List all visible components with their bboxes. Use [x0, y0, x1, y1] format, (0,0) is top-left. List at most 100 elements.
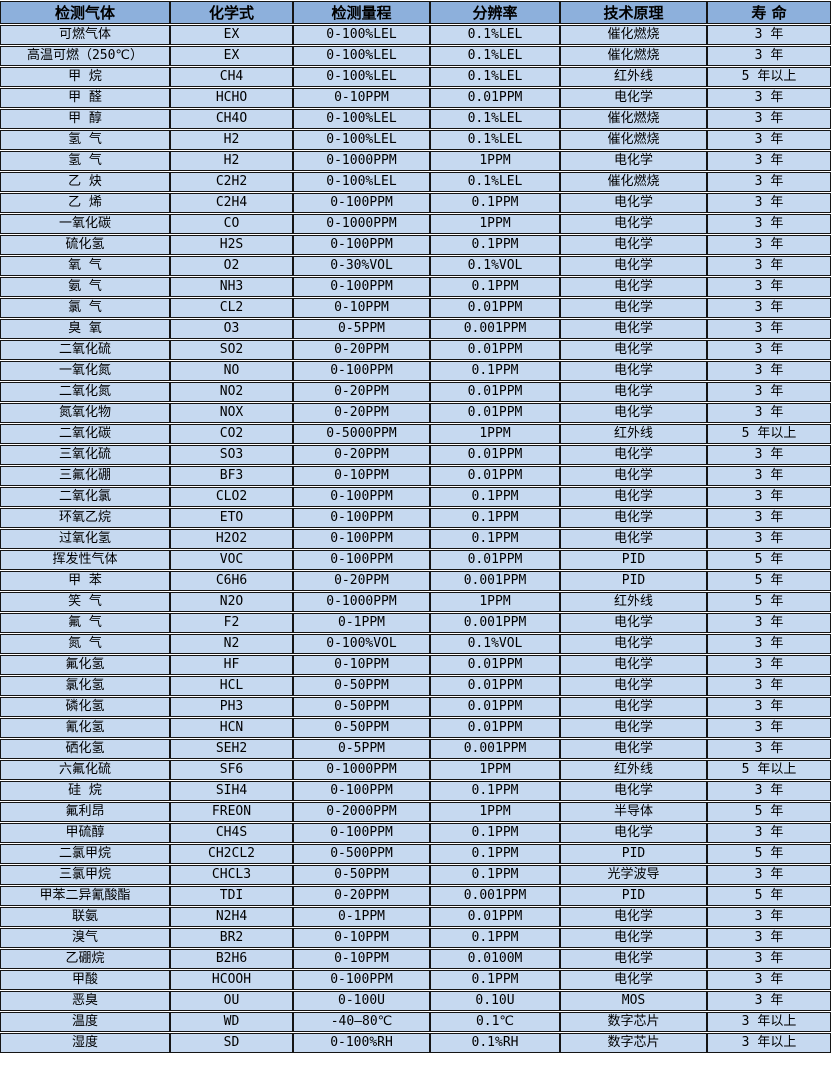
cell-gas: 一氧化碳 — [0, 214, 170, 234]
table-row: 硫化氢 H2S 0-100PPM 0.1PPM 电化学 3 年 — [0, 235, 831, 255]
cell-formula: VOC — [170, 550, 293, 570]
cell-resolution: 0.1%LEL — [430, 46, 560, 66]
cell-lifespan: 3 年 — [707, 88, 831, 108]
cell-lifespan: 3 年 — [707, 823, 831, 843]
table-row: 磷化氢 PH3 0-50PPM 0.01PPM 电化学 3 年 — [0, 697, 831, 717]
cell-formula: TDI — [170, 886, 293, 906]
cell-range: 0-50PPM — [293, 697, 430, 717]
cell-lifespan: 3 年 — [707, 613, 831, 633]
cell-principle: 红外线 — [560, 67, 707, 87]
cell-range: 0-100%VOL — [293, 634, 430, 654]
cell-resolution: 0.1PPM — [430, 361, 560, 381]
cell-range: 0-50PPM — [293, 865, 430, 885]
cell-range: 0-20PPM — [293, 403, 430, 423]
cell-principle: 电化学 — [560, 214, 707, 234]
cell-gas: 氧 气 — [0, 256, 170, 276]
cell-resolution: 0.1%LEL — [430, 172, 560, 192]
cell-principle: 电化学 — [560, 151, 707, 171]
cell-formula: H2O2 — [170, 529, 293, 549]
cell-lifespan: 5 年以上 — [707, 424, 831, 444]
cell-resolution: 0.1PPM — [430, 844, 560, 864]
table-row: 氟 气 F2 0-1PPM 0.001PPM 电化学 3 年 — [0, 613, 831, 633]
cell-gas: 温度 — [0, 1012, 170, 1032]
cell-principle: 电化学 — [560, 529, 707, 549]
cell-range: 0-10PPM — [293, 949, 430, 969]
cell-resolution: 1PPM — [430, 592, 560, 612]
cell-resolution: 0.01PPM — [430, 676, 560, 696]
cell-resolution: 1PPM — [430, 151, 560, 171]
cell-range: 0-1000PPM — [293, 151, 430, 171]
cell-resolution: 0.1PPM — [430, 235, 560, 255]
cell-range: 0-2000PPM — [293, 802, 430, 822]
cell-gas: 氮 气 — [0, 634, 170, 654]
cell-formula: CL2 — [170, 298, 293, 318]
cell-principle: 电化学 — [560, 319, 707, 339]
cell-range: 0-500PPM — [293, 844, 430, 864]
cell-resolution: 0.001PPM — [430, 571, 560, 591]
cell-gas: 联氨 — [0, 907, 170, 927]
cell-gas: 硅 烷 — [0, 781, 170, 801]
cell-resolution: 0.01PPM — [430, 445, 560, 465]
cell-range: 0-20PPM — [293, 571, 430, 591]
cell-formula: SO2 — [170, 340, 293, 360]
cell-range: 0-50PPM — [293, 676, 430, 696]
cell-formula: O3 — [170, 319, 293, 339]
cell-principle: 光学波导 — [560, 865, 707, 885]
cell-resolution: 0.01PPM — [430, 697, 560, 717]
table-row: 氮氧化物 NOX 0-20PPM 0.01PPM 电化学 3 年 — [0, 403, 831, 423]
cell-principle: 红外线 — [560, 592, 707, 612]
cell-resolution: 0.01PPM — [430, 88, 560, 108]
cell-formula: ETO — [170, 508, 293, 528]
cell-gas: 氟 气 — [0, 613, 170, 633]
cell-range: -40—80℃ — [293, 1012, 430, 1032]
table-row: 氮 气 N2 0-100%VOL 0.1%VOL 电化学 3 年 — [0, 634, 831, 654]
cell-lifespan: 3 年 — [707, 256, 831, 276]
table-row: 恶臭 OU 0-100U 0.10U MOS 3 年 — [0, 991, 831, 1011]
cell-resolution: 0.1%LEL — [430, 130, 560, 150]
table-row: 甲 烷 CH4 0-100%LEL 0.1%LEL 红外线 5 年以上 — [0, 67, 831, 87]
cell-range: 0-20PPM — [293, 340, 430, 360]
cell-gas: 甲硫醇 — [0, 823, 170, 843]
cell-principle: 电化学 — [560, 235, 707, 255]
cell-formula: BF3 — [170, 466, 293, 486]
cell-resolution: 0.10U — [430, 991, 560, 1011]
cell-formula: N2O — [170, 592, 293, 612]
cell-lifespan: 3 年 — [707, 193, 831, 213]
cell-principle: 电化学 — [560, 382, 707, 402]
cell-range: 0-10PPM — [293, 466, 430, 486]
cell-principle: 电化学 — [560, 697, 707, 717]
cell-lifespan: 3 年 — [707, 781, 831, 801]
cell-lifespan: 3 年 — [707, 907, 831, 927]
cell-lifespan: 3 年 — [707, 277, 831, 297]
cell-principle: 红外线 — [560, 760, 707, 780]
cell-gas: 乙 烯 — [0, 193, 170, 213]
cell-principle: 数字芯片 — [560, 1033, 707, 1053]
cell-lifespan: 5 年 — [707, 844, 831, 864]
cell-gas: 二氧化碳 — [0, 424, 170, 444]
table-row: 氯化氢 HCL 0-50PPM 0.01PPM 电化学 3 年 — [0, 676, 831, 696]
table-row: 氟化氢 HF 0-10PPM 0.01PPM 电化学 3 年 — [0, 655, 831, 675]
cell-range: 0-100%LEL — [293, 25, 430, 45]
cell-principle: 电化学 — [560, 907, 707, 927]
cell-range: 0-100PPM — [293, 508, 430, 528]
table-row: 笑 气 N2O 0-1000PPM 1PPM 红外线 5 年 — [0, 592, 831, 612]
column-header-gas: 检测气体 — [0, 1, 170, 24]
cell-principle: PID — [560, 844, 707, 864]
cell-gas: 六氟化硫 — [0, 760, 170, 780]
cell-lifespan: 3 年 — [707, 676, 831, 696]
table-row: 一氧化碳 CO 0-1000PPM 1PPM 电化学 3 年 — [0, 214, 831, 234]
cell-principle: 催化燃烧 — [560, 130, 707, 150]
cell-lifespan: 3 年 — [707, 529, 831, 549]
table-row: 三氟化硼 BF3 0-10PPM 0.01PPM 电化学 3 年 — [0, 466, 831, 486]
table-row: 高温可燃（250℃） EX 0-100%LEL 0.1%LEL 催化燃烧 3 年 — [0, 46, 831, 66]
table-header-row: 检测气体 化学式 检测量程 分辨率 技术原理寿 命 — [0, 1, 831, 24]
cell-range: 0-100U — [293, 991, 430, 1011]
cell-gas: 过氧化氢 — [0, 529, 170, 549]
cell-gas: 乙硼烷 — [0, 949, 170, 969]
cell-lifespan: 3 年 — [707, 46, 831, 66]
cell-lifespan: 3 年 — [707, 991, 831, 1011]
cell-lifespan: 3 年 — [707, 487, 831, 507]
cell-principle: 电化学 — [560, 949, 707, 969]
cell-formula: CH2CL2 — [170, 844, 293, 864]
cell-principle: MOS — [560, 991, 707, 1011]
